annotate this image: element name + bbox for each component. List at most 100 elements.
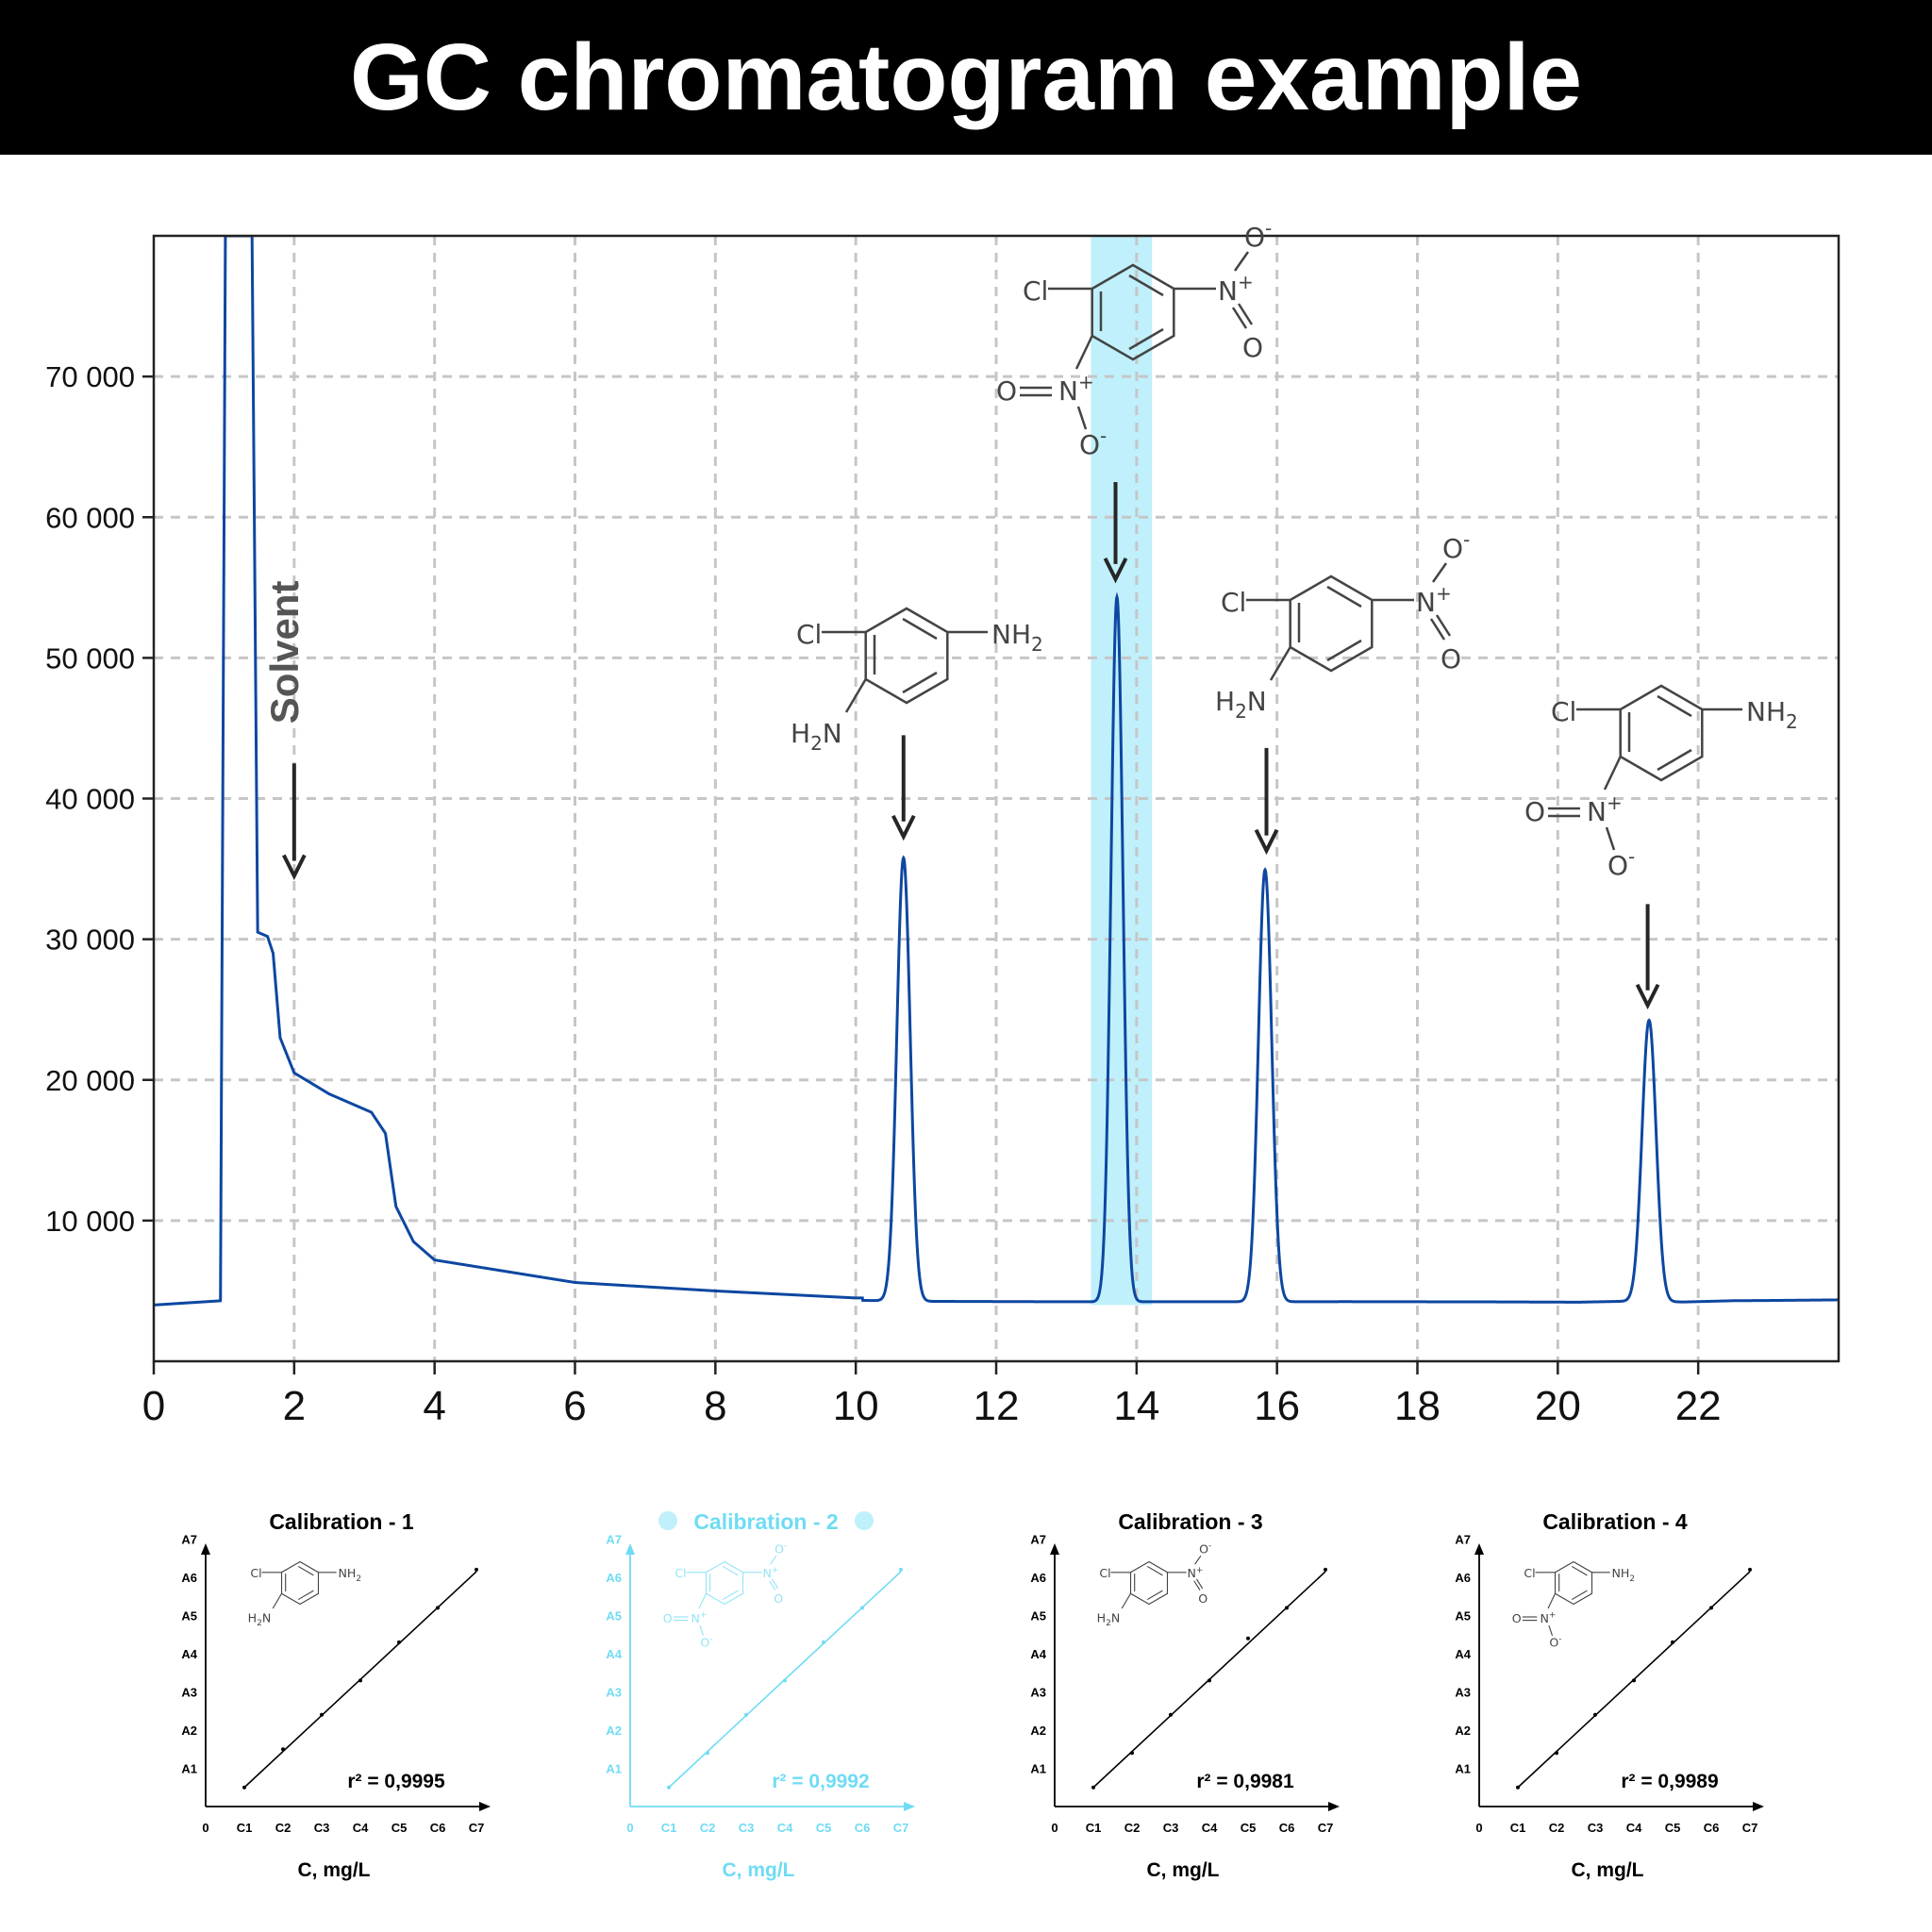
annotation-arrow-head [282,854,307,880]
calibration-point [1208,1678,1211,1683]
calibration-point [281,1747,285,1752]
y-axis-arrow-icon [625,1543,635,1555]
calibration-x-label: C, mg/L [723,1859,795,1881]
calibration-x-tick: C4 [353,1821,369,1835]
calibration-r2-label: r² = 0,9981 [1196,1771,1294,1792]
calibration-x-tick: C3 [1163,1821,1179,1835]
annotation-arrow-head [1103,557,1128,584]
calibration-point [706,1751,709,1756]
x-tick-label: 2 [283,1383,306,1429]
calibration-point [242,1785,246,1790]
calibration-r2-label: r² = 0,9989 [1621,1771,1718,1792]
x-tick-label: 12 [974,1383,1020,1429]
svg-text:O: O [774,1591,783,1606]
svg-text:N+: N+ [691,1610,707,1624]
calibration-x-tick: C1 [1510,1821,1526,1835]
calibration-x-tick: C6 [855,1821,871,1835]
highlight-dot-icon [855,1511,874,1530]
calibration-molecule-icon [1096,1541,1212,1629]
calibration-point [1593,1712,1597,1717]
y-tick-label: 20 000 [45,1064,135,1097]
calibration-point [1671,1640,1674,1644]
y-tick-label: 60 000 [45,501,135,534]
molecule-peak-3 [1213,526,1472,724]
calibration-point [320,1712,324,1717]
highlight-dot-icon [658,1511,677,1530]
calibration-x-tick: C7 [893,1821,909,1835]
tick-labels: 0 2 4 6 8 10 12 14 16 18 20 22 10 000 20 000 30 000 40 … [45,360,1721,1429]
calibration-panel-4: Calibration - 4 0 C1 C2 C3 C4 C5 C6 C7 A1 A2 A3 A4 A5… [1455,1509,1764,1881]
calibration-y-tick: A4 [181,1647,197,1661]
calibration-panels: Calibration - 1 0 C1 C2 C3 C4 C5 C6 C7 A1 A2 A3 A4 A5… [181,1509,1764,1881]
calibration-x-tick: C2 [1124,1821,1141,1835]
calibration-x-tick: C7 [1742,1821,1758,1835]
calibration-point [1324,1567,1327,1572]
chromatogram-trace [153,189,1839,1307]
signal-line [153,234,1839,1307]
x-tick-label: 22 [1675,1383,1722,1429]
x-tick-label: 6 [563,1383,586,1429]
calibration-point [1285,1606,1289,1610]
molecule-structure-icon [247,1560,362,1629]
calibration-molecule-icon [247,1560,362,1629]
calibration-panel-2: Calibration - 2 0 C1 C2 C3 C4 C5 C6 C7 A1 A2 A3 A4 A5… [606,1509,915,1881]
y-axis-arrow-icon [201,1543,210,1555]
calibration-point [436,1606,440,1610]
calibration-point [397,1640,401,1644]
x-tick-label: 4 [423,1383,445,1429]
calibration-point [358,1678,362,1683]
calibration-x-tick: C3 [314,1821,330,1835]
calibration-x-tick: C5 [1665,1821,1681,1835]
calibration-x-label: C, mg/L [298,1859,371,1881]
calibration-r2-label: r² = 0,9992 [772,1771,869,1792]
calibration-point [667,1785,671,1790]
calibration-x-tick: 0 [1475,1821,1482,1835]
calibration-point [1130,1751,1134,1756]
x-tick-label: 0 [142,1383,165,1429]
calibration-point [899,1567,903,1572]
calibration-y-tick: A1 [1030,1762,1046,1776]
calibration-point [783,1678,787,1683]
calibration-x-tick: C7 [469,1821,485,1835]
calibration-point [1632,1678,1636,1683]
x-axis-arrow-icon [1328,1802,1340,1811]
x-tick-label: 14 [1113,1383,1159,1429]
calibration-x-label: C, mg/L [1572,1859,1644,1881]
calibration-y-tick: A1 [606,1762,622,1776]
x-tick-label: 16 [1254,1383,1300,1429]
calibration-molecule-icon: Cl N+ O- O N+ O O- [663,1541,788,1649]
calibration-r2-label: r² = 0,9995 [347,1771,445,1792]
y-axis-arrow-icon [1474,1543,1484,1555]
calibration-panel-1: Calibration - 1 0 C1 C2 C3 C4 C5 C6 C7 A1 A2 A3 A4 A5… [181,1509,491,1881]
x-tick-label: 18 [1394,1383,1441,1429]
calibration-x-tick: C5 [1241,1821,1257,1835]
calibration-y-tick: A6 [181,1571,197,1585]
calibration-y-tick: A4 [606,1647,622,1661]
y-tick-label: 30 000 [45,924,135,957]
calibration-point [1516,1785,1520,1790]
calibration-y-tick: A7 [606,1533,622,1547]
molecule-dinitro-icon: Cl N+ O- O N+ O O- [663,1541,788,1649]
calibration-y-tick: A4 [1030,1647,1046,1661]
calibration-x-tick: C1 [661,1821,677,1835]
calibration-point [1555,1751,1558,1756]
calibration-y-tick: A5 [606,1609,622,1624]
x-tick-label: 20 [1535,1383,1581,1429]
calibration-x-tick: C3 [739,1821,755,1835]
calibration-y-tick: A1 [181,1762,197,1776]
calibration-point [860,1606,864,1610]
svg-text:O: O [663,1611,673,1625]
calibration-point [1748,1567,1752,1572]
calibration-y-tick: A3 [181,1686,197,1700]
y-tick-label: 70 000 [45,360,135,393]
peak-annotations: Solvent [262,481,1660,1010]
calibration-x-tick: C7 [1318,1821,1334,1835]
page-title: GC chromatogram example [0,0,1932,155]
calibration-x-tick: 0 [202,1821,208,1835]
calibration-x-tick: C2 [275,1821,291,1835]
annotation-arrow-head [891,814,916,841]
calibration-y-tick: A3 [606,1686,622,1700]
x-tick-label: 8 [704,1383,726,1429]
calibration-x-tick: C4 [1202,1821,1218,1835]
